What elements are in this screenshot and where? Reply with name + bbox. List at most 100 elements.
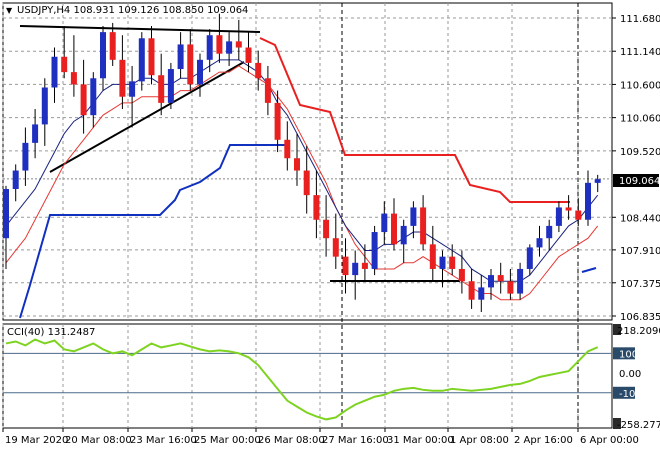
candle-body xyxy=(12,170,19,189)
candle-body xyxy=(294,158,300,171)
cci-axis-label: 218.2090 xyxy=(617,326,660,337)
resistance-line xyxy=(19,25,261,33)
candle-body xyxy=(478,287,485,300)
price-tick-label: 110.600 xyxy=(620,80,660,91)
candle-body xyxy=(148,38,155,76)
candle-body xyxy=(138,38,145,82)
candle-body xyxy=(332,238,339,257)
candle-body xyxy=(536,238,543,248)
candle-body xyxy=(109,32,116,60)
candle-body xyxy=(342,256,349,276)
time-tick-label: 31 Mar 00:00 xyxy=(387,435,454,446)
upper-band-line xyxy=(259,37,570,203)
time-tick-label: 25 Mar 00:00 xyxy=(194,435,261,446)
time-tick-label: 20 Mar 08:00 xyxy=(65,435,132,446)
cci-panel xyxy=(2,323,613,429)
candle-body xyxy=(245,47,252,63)
cci-level-box xyxy=(613,347,635,360)
price-axis: 111.680 111.140 110.600 110.060 109.520 108.4… xyxy=(612,14,660,323)
candle-body xyxy=(158,75,165,103)
candle-body xyxy=(129,81,136,97)
candle-body xyxy=(391,213,397,245)
candle-body xyxy=(565,207,572,211)
candle-body xyxy=(3,188,9,239)
candle-body xyxy=(216,35,223,54)
candle-body xyxy=(90,78,97,116)
candle-body xyxy=(284,139,291,159)
candle-body xyxy=(575,210,582,220)
price-tick-label: 111.680 xyxy=(620,14,660,25)
time-tick-label: 23 Mar 16:00 xyxy=(130,435,197,446)
cci-edge-marker xyxy=(613,418,621,429)
candle-body xyxy=(187,44,194,85)
grid-lines xyxy=(2,3,612,428)
candle-body xyxy=(420,207,427,245)
candle-body xyxy=(585,182,591,220)
cci-edge-marker xyxy=(613,324,621,335)
candles xyxy=(3,13,601,313)
candle-body xyxy=(497,275,504,282)
symbol-header: USDJPY,H4 108.931 109.126 108.850 109.06… xyxy=(17,5,248,16)
cci-level-box xyxy=(613,386,635,399)
candle-body xyxy=(177,44,184,70)
dropdown-triangle-icon[interactable]: ▼ xyxy=(6,6,13,15)
candle-body xyxy=(226,41,233,54)
candle-body xyxy=(371,232,378,269)
candle-body xyxy=(546,225,553,239)
price-tick-label: 111.140 xyxy=(620,47,660,58)
drawn-objects xyxy=(19,25,597,319)
candle-body xyxy=(468,281,475,300)
candle-body xyxy=(361,262,368,269)
candle-body xyxy=(61,56,68,73)
price-tick-label: 110.060 xyxy=(620,114,660,125)
candle-body xyxy=(458,268,465,282)
cci-axis-label: 100 xyxy=(619,349,638,360)
cci-line xyxy=(5,338,599,421)
price-tick-label: 107.375 xyxy=(620,279,660,290)
candle-body xyxy=(51,56,58,88)
candle-body xyxy=(594,179,601,183)
time-tick-label: 2 Apr 16:00 xyxy=(514,435,573,446)
candle-body xyxy=(206,35,213,60)
candle-body xyxy=(517,268,524,294)
candle-body xyxy=(303,170,310,196)
price-tick-label: 107.910 xyxy=(620,246,660,257)
candle-body xyxy=(235,41,242,48)
time-tick-label: 26 Mar 08:00 xyxy=(258,435,325,446)
candle-body xyxy=(323,219,330,239)
time-tick-label: 27 Mar 16:00 xyxy=(322,435,389,446)
candle-body xyxy=(449,256,456,269)
ma-slow-line xyxy=(5,65,599,301)
cci-axis-label: -100 xyxy=(619,389,642,400)
candle-body xyxy=(264,78,271,103)
candle-body xyxy=(274,102,281,140)
candle-body xyxy=(255,62,262,79)
candle-body xyxy=(429,244,436,269)
candle-body xyxy=(80,84,87,116)
candle-body xyxy=(400,225,407,245)
cci-label: CCI(40) 131.2487 xyxy=(7,327,95,338)
cci-plot xyxy=(3,338,612,421)
cci-axis-label: 0.00 xyxy=(619,369,641,380)
trend-line xyxy=(49,61,245,173)
candle-body xyxy=(555,207,562,226)
candle-body xyxy=(70,72,77,85)
candle-body xyxy=(410,207,417,226)
candle-body xyxy=(100,32,106,79)
candle-body xyxy=(507,281,514,294)
candle-body xyxy=(439,256,446,269)
candle-body xyxy=(488,275,494,288)
candle-body xyxy=(32,124,39,143)
candle-body xyxy=(119,59,126,97)
candle-body xyxy=(41,87,48,125)
candle-body xyxy=(313,195,320,220)
current-price-box: 109.064 xyxy=(613,174,660,187)
time-tick-label: 6 Apr 00:00 xyxy=(580,435,639,446)
candle-body xyxy=(352,262,359,276)
price-tick-label: 109.520 xyxy=(620,147,660,158)
candle-body xyxy=(22,142,29,171)
cci-axis-label: -258.2773 xyxy=(617,420,660,431)
candle-body xyxy=(167,69,174,103)
